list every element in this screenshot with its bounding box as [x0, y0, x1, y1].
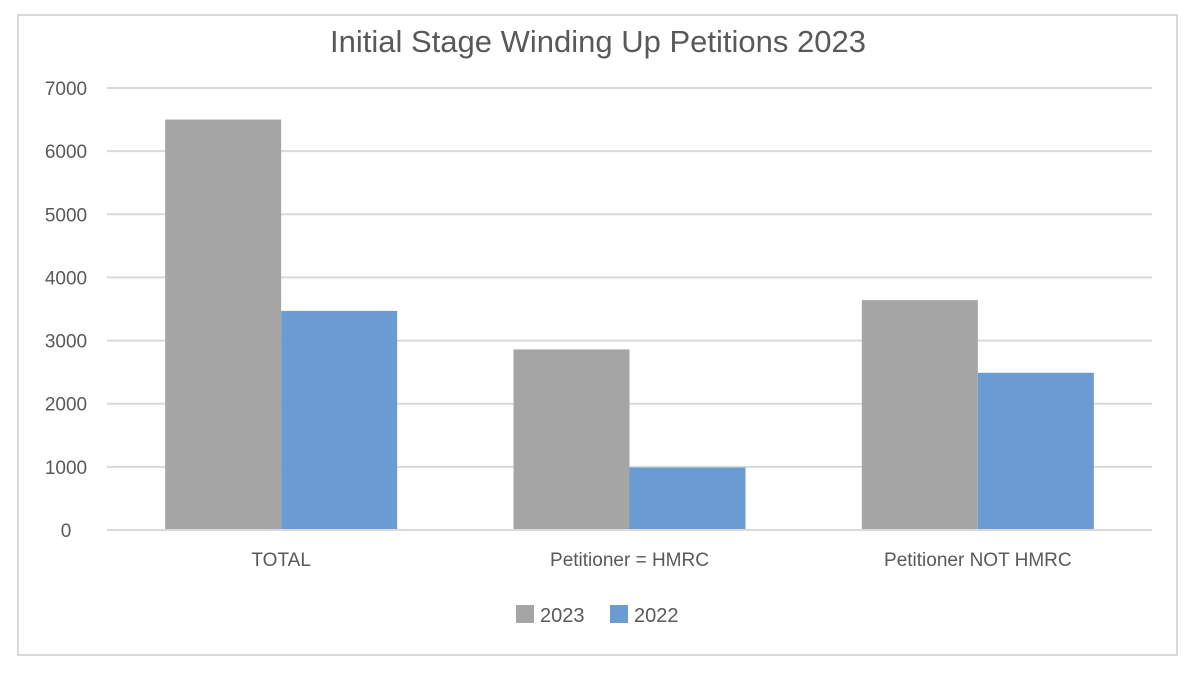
- legend-label: 2022: [634, 605, 679, 627]
- y-tick-label: 2000: [45, 395, 87, 416]
- bar-2022-total: [281, 310, 398, 530]
- x-tick-label: Petitioner NOT HMRC: [884, 550, 1072, 571]
- y-tick-label: 4000: [45, 268, 87, 289]
- bar-2022-petitioner-not-hmrc: [977, 372, 1094, 530]
- x-tick-label: TOTAL: [251, 550, 310, 571]
- legend-swatch-2022: [610, 605, 628, 623]
- bar-2023-petitioner-not-hmrc: [861, 300, 978, 530]
- x-axis-tick-labels: TOTAL Petitioner = HMRC Petitioner NOT HMR…: [251, 550, 1071, 571]
- y-tick-label: 0: [61, 521, 72, 542]
- legend-label: 2023: [540, 605, 585, 627]
- y-tick-label: 6000: [45, 142, 87, 163]
- bar-2023-petitioner-hmrc: [513, 349, 630, 530]
- bar-2023-total: [165, 119, 282, 531]
- y-tick-label: 3000: [45, 332, 87, 353]
- legend: 2023 2022: [516, 605, 679, 627]
- y-tick-label: 7000: [45, 79, 87, 100]
- legend-swatch-2023: [516, 605, 534, 623]
- y-tick-label: 1000: [45, 458, 87, 479]
- x-tick-label: Petitioner = HMRC: [550, 550, 709, 571]
- bars: [165, 119, 1094, 531]
- y-axis-tick-labels: 0 1000 2000 3000 4000 5000 6000 7000: [45, 79, 87, 542]
- chart-title: Initial Stage Winding Up Petitions 2023: [330, 24, 866, 59]
- y-tick-label: 5000: [45, 205, 87, 226]
- bar-2022-petitioner-hmrc: [629, 467, 746, 530]
